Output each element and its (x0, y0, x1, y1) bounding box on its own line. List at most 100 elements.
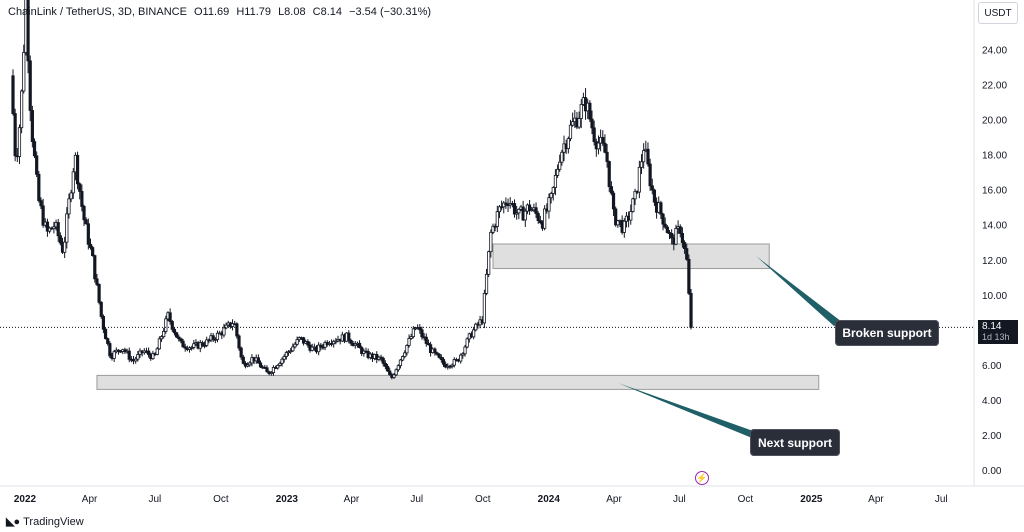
candle-body (400, 356, 405, 361)
candle-body (65, 213, 69, 243)
tradingview-logo-icon: ◣● (6, 516, 20, 528)
candle-body (172, 328, 177, 334)
candle-body (439, 357, 443, 360)
candle (385, 363, 390, 372)
candle (93, 254, 97, 283)
candle (411, 326, 415, 339)
candle-body (127, 350, 131, 360)
candle-body (347, 332, 351, 341)
next-support-arrow (618, 383, 756, 438)
candle-body (487, 251, 491, 275)
candle-body (353, 343, 357, 346)
candle (108, 341, 112, 359)
candle-body (687, 258, 691, 294)
candle (360, 345, 364, 356)
candle (78, 182, 82, 200)
candle (200, 340, 205, 348)
tradingview-watermark[interactable]: ◣● TradingView (6, 515, 84, 529)
candle (463, 344, 467, 357)
candle-body (678, 226, 682, 234)
candle (63, 236, 67, 259)
candle (500, 200, 504, 211)
candle (420, 326, 424, 340)
x-tick-label: Jul (935, 494, 948, 505)
x-tick-label: Apr (82, 494, 98, 505)
y-tick-label: 0.00 (982, 466, 1002, 477)
candle (392, 373, 396, 380)
candle (71, 168, 75, 199)
bar-countdown: 1d 13h (982, 332, 1010, 342)
candle (162, 327, 166, 339)
candle-body (17, 127, 22, 157)
candle (646, 142, 650, 167)
y-tick-label: 6.00 (982, 361, 1002, 372)
x-tick-label: Oct (475, 494, 491, 505)
broken-support-callout: Broken support (835, 320, 939, 346)
x-tick-label: Jul (673, 494, 686, 505)
candle-body (71, 171, 75, 194)
candle-body (592, 127, 596, 143)
candle (491, 223, 495, 235)
candle (489, 229, 493, 258)
candle (116, 349, 121, 355)
candle-body (530, 209, 534, 212)
candle-body (97, 284, 101, 303)
candle-body (239, 347, 243, 358)
callout-arrows (618, 256, 842, 438)
candle (566, 136, 570, 154)
candle-body (437, 353, 441, 358)
candle-body (103, 328, 108, 340)
candle (282, 354, 286, 363)
lightning-icon[interactable]: ⚡ (695, 471, 709, 485)
candle-body (601, 137, 605, 144)
candle-body (504, 202, 508, 206)
candle-body (568, 124, 573, 140)
candle (170, 320, 174, 332)
candle-body (174, 332, 179, 338)
candle-body (170, 321, 174, 330)
candle-body (295, 339, 299, 345)
candle-body (183, 346, 187, 349)
candle (37, 170, 41, 203)
candle (607, 160, 611, 192)
candle (237, 334, 241, 351)
candle-body (222, 327, 226, 336)
symbol-name: ChainLink / TetherUS, 3D, BINANCE (8, 6, 187, 18)
x-tick-label: 2025 (800, 494, 823, 505)
candle (123, 347, 127, 355)
candle (65, 207, 69, 249)
candle-body (500, 206, 504, 209)
candle (353, 340, 357, 349)
candle-body (420, 329, 424, 338)
candle (177, 334, 181, 342)
open-value: O11.69 (194, 6, 230, 18)
currency-button[interactable]: USDT (978, 2, 1018, 24)
candle-body (553, 174, 558, 188)
candle (84, 217, 88, 225)
candle (280, 357, 284, 367)
candle (497, 205, 502, 219)
candle (349, 338, 353, 346)
candle (28, 55, 32, 122)
candle (26, 0, 30, 74)
candle (648, 158, 652, 191)
x-tick-label: Apr (606, 494, 622, 505)
candle (398, 358, 403, 369)
candle-body (543, 208, 547, 229)
candle-body (571, 121, 575, 126)
candle (396, 364, 400, 372)
x-tick-label: Apr (868, 494, 884, 505)
candle (614, 206, 618, 227)
candle-body (248, 362, 252, 366)
y-tick-label: 12.00 (982, 256, 1007, 267)
candle-body (291, 346, 295, 352)
candle-body (497, 206, 502, 213)
candle (88, 238, 93, 250)
candle (67, 193, 71, 219)
candle-body (230, 323, 235, 327)
change-value: −3.54 (−30.31%) (349, 6, 432, 18)
candle (317, 342, 321, 356)
candle-body (317, 344, 321, 353)
candle (603, 134, 607, 154)
